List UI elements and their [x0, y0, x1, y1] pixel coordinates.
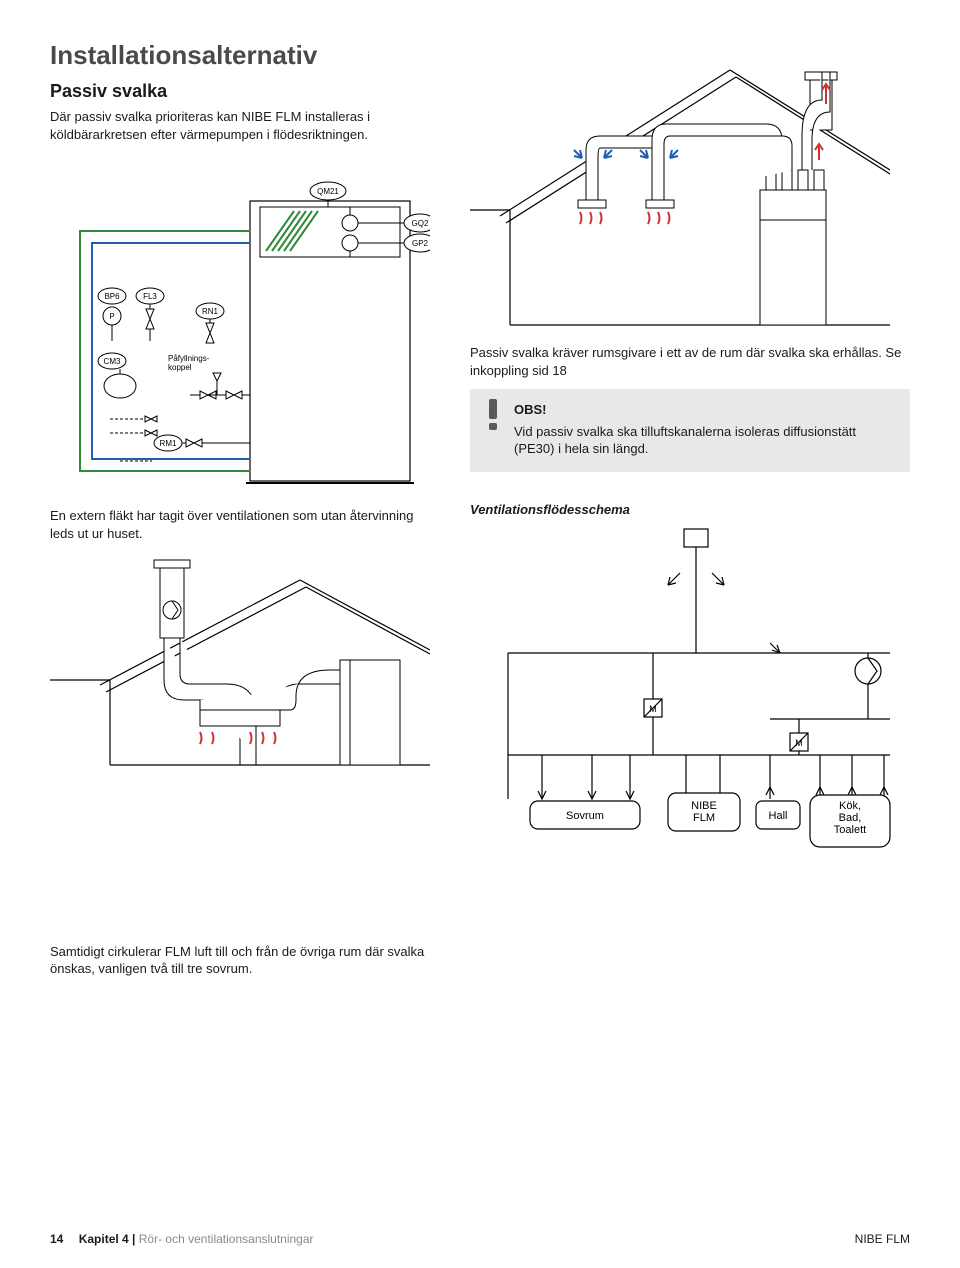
footer-chapter-gray: Rör- och ventilationsanslutningar	[139, 1232, 314, 1246]
attention-icon	[482, 399, 504, 431]
obs-title: OBS!	[514, 401, 896, 419]
svg-text:CM3: CM3	[104, 357, 121, 366]
svg-text:RN1: RN1	[202, 307, 219, 316]
passiv-paragraph: Passiv svalka kräver rumsgivare i ett av…	[470, 344, 910, 379]
vent-schema-heading: Ventilationsflödesschema	[470, 502, 910, 517]
svg-text:GP2: GP2	[412, 239, 429, 248]
page-footer: 14 Kapitel 4 | Rör- och ventilationsansl…	[50, 1232, 910, 1246]
house-exhaust-diagram	[50, 550, 440, 770]
intro-paragraph: Där passiv svalka prioriteras kan NIBE F…	[50, 108, 440, 143]
svg-text:M: M	[649, 704, 657, 714]
svg-text:GQ2: GQ2	[412, 219, 429, 228]
svg-text:RM1: RM1	[160, 439, 177, 448]
page-heading: Installationsalternativ	[50, 40, 440, 71]
footer-chapter-bold: Kapitel 4 |	[79, 1232, 136, 1246]
obs-body: Vid passiv svalka ska tilluftskanalerna …	[514, 424, 856, 457]
svg-text:FL3: FL3	[143, 292, 157, 301]
svg-text:P: P	[109, 312, 114, 321]
svg-text:QM21: QM21	[317, 187, 339, 196]
footer-page-number: 14	[50, 1232, 63, 1246]
obs-notice: OBS! Vid passiv svalka ska tilluftskanal…	[470, 389, 910, 472]
footer-product: NIBE FLM	[855, 1232, 910, 1246]
svg-text:BP6: BP6	[104, 292, 120, 301]
svg-text:Sovrum: Sovrum	[566, 810, 604, 822]
fill-coupling-label: Påfyllnings- koppel	[168, 354, 212, 372]
bottom-caption: Samtidigt cirkulerar FLM luft till och f…	[50, 943, 430, 978]
svg-text:NIBEFLM: NIBEFLM	[691, 800, 717, 824]
sub-heading: Passiv svalka	[50, 81, 440, 102]
piping-diagram: QM21 GQ2 GP2 BP6 P	[50, 161, 440, 491]
house-flm-diagram	[470, 40, 910, 330]
ventilation-flow-diagram: M M	[470, 523, 910, 883]
svg-text:Hall: Hall	[769, 810, 788, 822]
svg-text:M: M	[795, 738, 803, 748]
external-fan-caption: En extern fläkt har tagit över ventilati…	[50, 507, 440, 542]
